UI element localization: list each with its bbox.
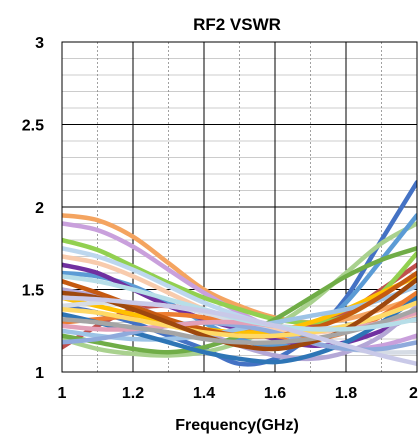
y-tick-label: 1.5 xyxy=(22,283,44,300)
series-line-2 xyxy=(62,213,417,325)
x-tick-label: 1.8 xyxy=(335,385,357,402)
y-axis-ticks: 1 1.5 2 2.5 3 xyxy=(22,35,44,382)
chart-title: RF2 VSWR xyxy=(193,15,281,34)
x-tick-label: 1.6 xyxy=(264,385,286,402)
series-line-22 xyxy=(62,277,417,352)
plot-frame xyxy=(61,41,418,373)
series-lines xyxy=(62,180,417,367)
x-axis-ticks: 1 1.2 1.4 1.6 1.8 2 xyxy=(58,385,418,402)
y-tick-label: 3 xyxy=(35,35,44,52)
y-tick-label: 2.5 xyxy=(22,118,44,135)
series-line-25 xyxy=(62,295,417,367)
x-tick-label: 1.4 xyxy=(193,385,215,402)
y-tick-label: 1 xyxy=(35,365,44,382)
y-tick-label: 2 xyxy=(35,200,44,217)
x-tick-label: 1 xyxy=(58,385,67,402)
x-tick-label: 2 xyxy=(409,385,418,402)
x-axis-label: Frequency(GHz) xyxy=(175,417,299,434)
x-tick-label: 1.2 xyxy=(122,385,144,402)
series-line-13 xyxy=(62,283,417,342)
